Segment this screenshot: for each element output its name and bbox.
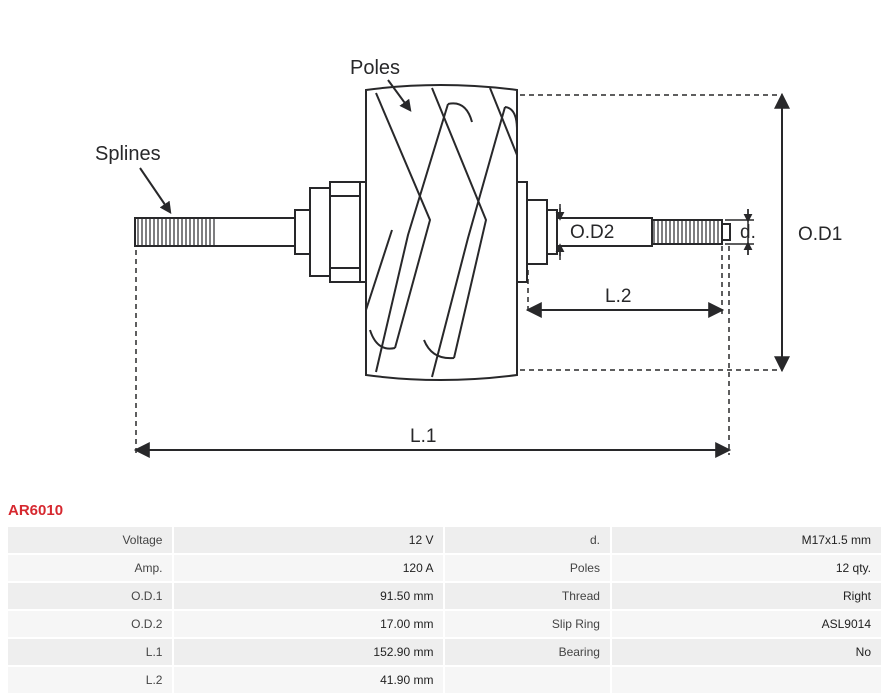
spec-value: 12 qty. <box>612 555 881 581</box>
rotor-diagram: Poles Splines O.D1 d. O.D2 <box>0 0 889 485</box>
label-poles: Poles <box>350 57 400 79</box>
spec-table: Voltage 12 V d. M17x1.5 mm Amp. 120 A Po… <box>6 525 883 695</box>
table-row: O.D.2 17.00 mm Slip Ring ASL9014 <box>8 611 881 637</box>
spec-value: No <box>612 639 881 665</box>
spec-label: Bearing <box>445 639 610 665</box>
spec-label: d. <box>445 527 610 553</box>
spec-label: L.1 <box>8 639 172 665</box>
table-row: O.D.1 91.50 mm Thread Right <box>8 583 881 609</box>
dim-l2: L.2 <box>605 286 631 307</box>
dim-l1: L.1 <box>410 426 436 447</box>
part-number: AR6010 <box>8 502 63 519</box>
dim-od2: O.D2 <box>570 222 614 243</box>
spec-label: Voltage <box>8 527 172 553</box>
table-row: Amp. 120 A Poles 12 qty. <box>8 555 881 581</box>
spec-value: 91.50 mm <box>174 583 443 609</box>
spec-label: Poles <box>445 555 610 581</box>
spec-label <box>445 667 610 693</box>
spec-value: 41.90 mm <box>174 667 443 693</box>
spec-value: 152.90 mm <box>174 639 443 665</box>
spec-label: L.2 <box>8 667 172 693</box>
dim-od1: O.D1 <box>798 224 842 245</box>
spec-value: Right <box>612 583 881 609</box>
spec-label: Amp. <box>8 555 172 581</box>
spec-value: 17.00 mm <box>174 611 443 637</box>
spec-value: 12 V <box>174 527 443 553</box>
spec-value: 120 A <box>174 555 443 581</box>
spec-value: ASL9014 <box>612 611 881 637</box>
table-row: L.2 41.90 mm <box>8 667 881 693</box>
spec-value <box>612 667 881 693</box>
spec-label: Slip Ring <box>445 611 610 637</box>
dim-d: d. <box>740 222 756 243</box>
spec-label: Thread <box>445 583 610 609</box>
label-splines: Splines <box>95 143 161 165</box>
table-row: Voltage 12 V d. M17x1.5 mm <box>8 527 881 553</box>
spec-label: O.D.1 <box>8 583 172 609</box>
table-row: L.1 152.90 mm Bearing No <box>8 639 881 665</box>
spec-label: O.D.2 <box>8 611 172 637</box>
spec-value: M17x1.5 mm <box>612 527 881 553</box>
